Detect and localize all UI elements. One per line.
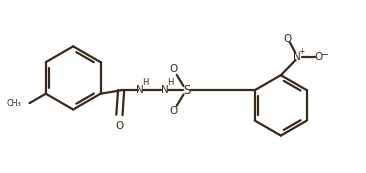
Text: O: O [314, 52, 323, 62]
Text: N: N [136, 85, 144, 95]
Text: −: − [321, 50, 329, 60]
Text: O: O [284, 34, 292, 44]
Text: O: O [170, 64, 178, 74]
Text: O: O [115, 121, 123, 131]
Text: N: N [294, 52, 301, 62]
Text: CH₃: CH₃ [6, 99, 21, 108]
Text: O: O [170, 106, 178, 116]
Text: H: H [167, 78, 173, 87]
Text: S: S [183, 84, 191, 97]
Text: +: + [298, 47, 305, 56]
Text: N: N [161, 85, 169, 95]
Text: H: H [142, 78, 149, 87]
